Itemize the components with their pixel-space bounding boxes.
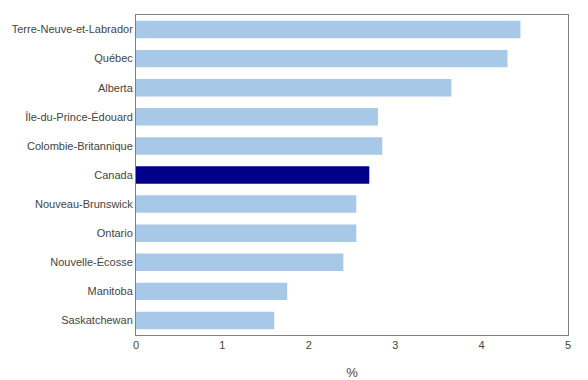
svg-text:3: 3 [392,339,398,351]
svg-text:%: % [346,365,358,380]
svg-text:Canada: Canada [94,169,133,181]
svg-text:2: 2 [306,339,312,351]
svg-text:Manitoba: Manitoba [88,285,134,297]
svg-text:Île-du-Prince-Édouard: Île-du-Prince-Édouard [24,111,133,123]
svg-text:0: 0 [133,339,139,351]
svg-text:Colombie-Britannique: Colombie-Britannique [27,140,133,152]
svg-text:Terre-Neuve-et-Labrador: Terre-Neuve-et-Labrador [12,23,133,35]
svg-text:Nouvelle-Écosse: Nouvelle-Écosse [50,256,133,268]
svg-text:Québec: Québec [94,52,133,64]
svg-text:Alberta: Alberta [98,82,134,94]
svg-text:Ontario: Ontario [97,227,133,239]
svg-text:5: 5 [565,339,571,351]
svg-text:Saskatchewan: Saskatchewan [61,314,133,326]
svg-text:1: 1 [219,339,225,351]
svg-text:Nouveau-Brunswick: Nouveau-Brunswick [35,198,133,210]
svg-text:4: 4 [479,339,485,351]
